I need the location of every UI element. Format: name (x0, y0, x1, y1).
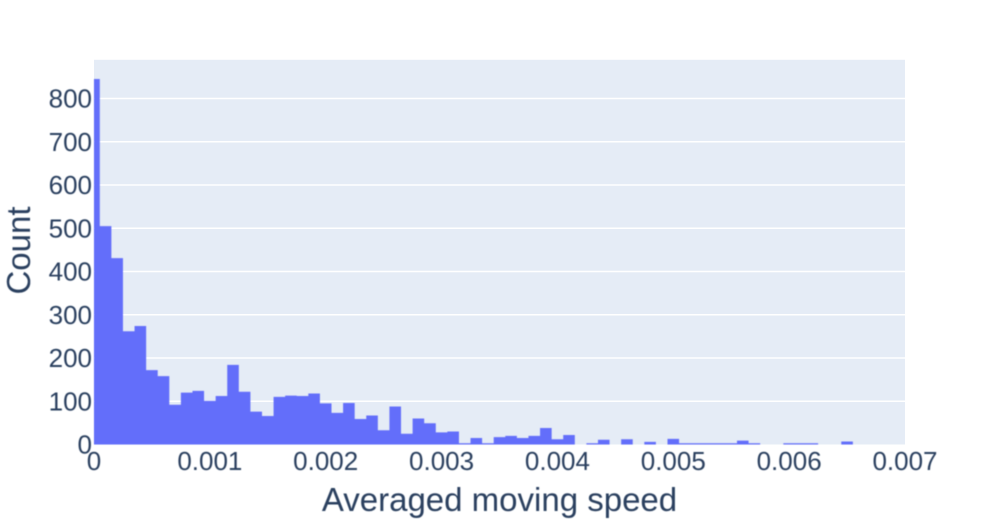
svg-text:400: 400 (49, 257, 92, 287)
svg-text:700: 700 (49, 127, 92, 157)
svg-text:Averaged moving speed: Averaged moving speed (322, 481, 677, 518)
svg-text:0.003: 0.003 (409, 446, 474, 476)
svg-text:300: 300 (49, 300, 92, 330)
svg-text:0.004: 0.004 (525, 446, 590, 476)
svg-text:100: 100 (49, 386, 92, 416)
svg-text:800: 800 (49, 84, 92, 114)
svg-text:500: 500 (49, 213, 92, 243)
svg-text:0.001: 0.001 (177, 446, 242, 476)
svg-text:600: 600 (49, 170, 92, 200)
svg-text:0: 0 (87, 446, 101, 476)
svg-text:0.006: 0.006 (757, 446, 822, 476)
svg-text:0: 0 (78, 430, 92, 460)
svg-text:0.002: 0.002 (293, 446, 358, 476)
svg-text:0.007: 0.007 (872, 446, 937, 476)
svg-text:Count: Count (0, 206, 37, 294)
svg-text:200: 200 (49, 343, 92, 373)
svg-text:0.005: 0.005 (641, 446, 706, 476)
